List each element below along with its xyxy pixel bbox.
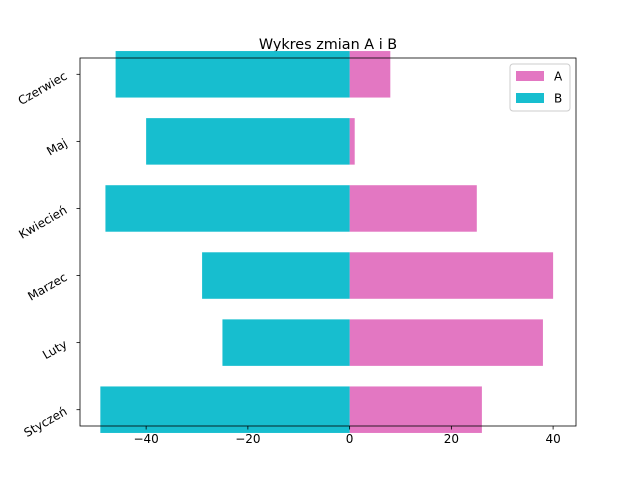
bar-B-4 (146, 118, 350, 165)
bar-A-3 (349, 185, 477, 232)
bars-layer (100, 51, 554, 433)
bar-B-3 (105, 185, 350, 232)
x-tick-label: 20 (444, 432, 459, 446)
chart-title: Wykres zmian A i B (259, 37, 397, 53)
bar-B-2 (202, 252, 350, 299)
x-tick-label: 40 (545, 432, 560, 446)
legend-label-A: A (554, 70, 563, 84)
x-tick-label: −20 (235, 432, 260, 446)
bar-B-5 (115, 51, 350, 98)
legend-swatch-B (516, 93, 544, 103)
bar-B-0 (100, 386, 350, 433)
bar-A-1 (349, 319, 543, 366)
bar-A-0 (349, 386, 482, 433)
bar-A-4 (349, 118, 355, 165)
legend-label-B: B (554, 92, 562, 106)
x-tick-label: −40 (133, 432, 158, 446)
x-tick-label: 0 (346, 432, 354, 446)
bar-A-2 (349, 252, 554, 299)
legend-swatch-A (516, 71, 544, 81)
legend: AB (509, 63, 571, 112)
bar-A-5 (349, 51, 391, 98)
plot-frame (79, 57, 577, 427)
bar-B-1 (222, 319, 350, 366)
